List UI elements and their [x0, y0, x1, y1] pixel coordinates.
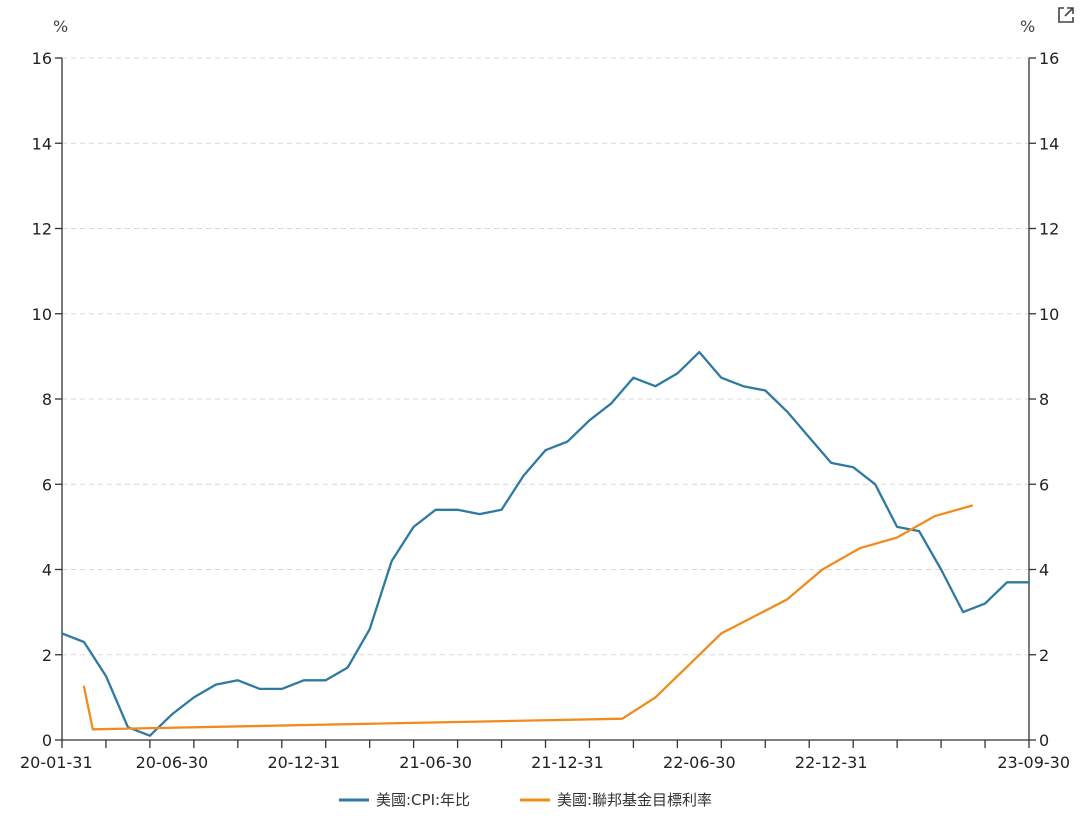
- legend-label: 美國:聯邦基金目標利率: [557, 791, 712, 809]
- series-line-1: [82, 504, 974, 731]
- y-tick-label-right: 16: [1039, 49, 1059, 68]
- legend[interactable]: 美國:CPI:年比 美國:聯邦基金目標利率: [339, 791, 712, 809]
- y-tick-label-right: 2: [1039, 646, 1049, 665]
- x-tick-label: 21-12-31: [531, 753, 604, 772]
- y-tick-label-right: 0: [1039, 731, 1049, 750]
- x-tick-label: 22-06-30: [663, 753, 736, 772]
- y-tick-label-left: 16: [32, 49, 52, 68]
- x-tick-label: 21-06-30: [399, 753, 472, 772]
- y-tick-label-right: 6: [1039, 475, 1049, 494]
- y-tick-label-right: 14: [1039, 134, 1059, 153]
- legend-item-1[interactable]: 美國:聯邦基金目標利率: [520, 791, 712, 809]
- y-tick-label-right: 8: [1039, 390, 1049, 409]
- grid-lines: [62, 57, 1029, 656]
- series-line-0: [60, 350, 1031, 737]
- legend-item-0[interactable]: 美國:CPI:年比: [339, 791, 470, 809]
- y-tick-label-left: 0: [42, 731, 52, 750]
- y-tick-label-left: 12: [32, 220, 52, 239]
- y-tick-label-left: 10: [32, 305, 52, 324]
- y-tick-label-left: 8: [42, 390, 52, 409]
- y-tick-label-left: 6: [42, 475, 52, 494]
- y-tick-label-right: 10: [1039, 305, 1059, 324]
- y-tick-label-right: 12: [1039, 220, 1059, 239]
- y-tick-label-left: 2: [42, 646, 52, 665]
- y-ticks: 0 0 2 2 4 4 6 6 8 8 10 10 12 12 14 14 16 16: [32, 49, 1060, 750]
- series-group: [60, 350, 1031, 737]
- left-y-unit: %: [53, 17, 68, 36]
- right-y-unit: %: [1020, 17, 1035, 36]
- y-tick-label-left: 14: [32, 134, 52, 153]
- x-tick-label: 22-12-31: [795, 753, 868, 772]
- x-ticks: 20-01-31 20-06-30 20-12-31 21-06-30 21-12-31…: [20, 740, 1070, 772]
- x-tick-label: 23-09-30: [997, 753, 1070, 772]
- y-tick-label-right: 4: [1039, 561, 1049, 580]
- x-tick-label: 20-12-31: [267, 753, 340, 772]
- x-tick-label: 20-06-30: [136, 753, 209, 772]
- expand-icon[interactable]: [1058, 7, 1074, 23]
- y-tick-label-left: 4: [42, 561, 52, 580]
- x-tick-label: 20-01-31: [20, 753, 93, 772]
- legend-label: 美國:CPI:年比: [376, 791, 470, 809]
